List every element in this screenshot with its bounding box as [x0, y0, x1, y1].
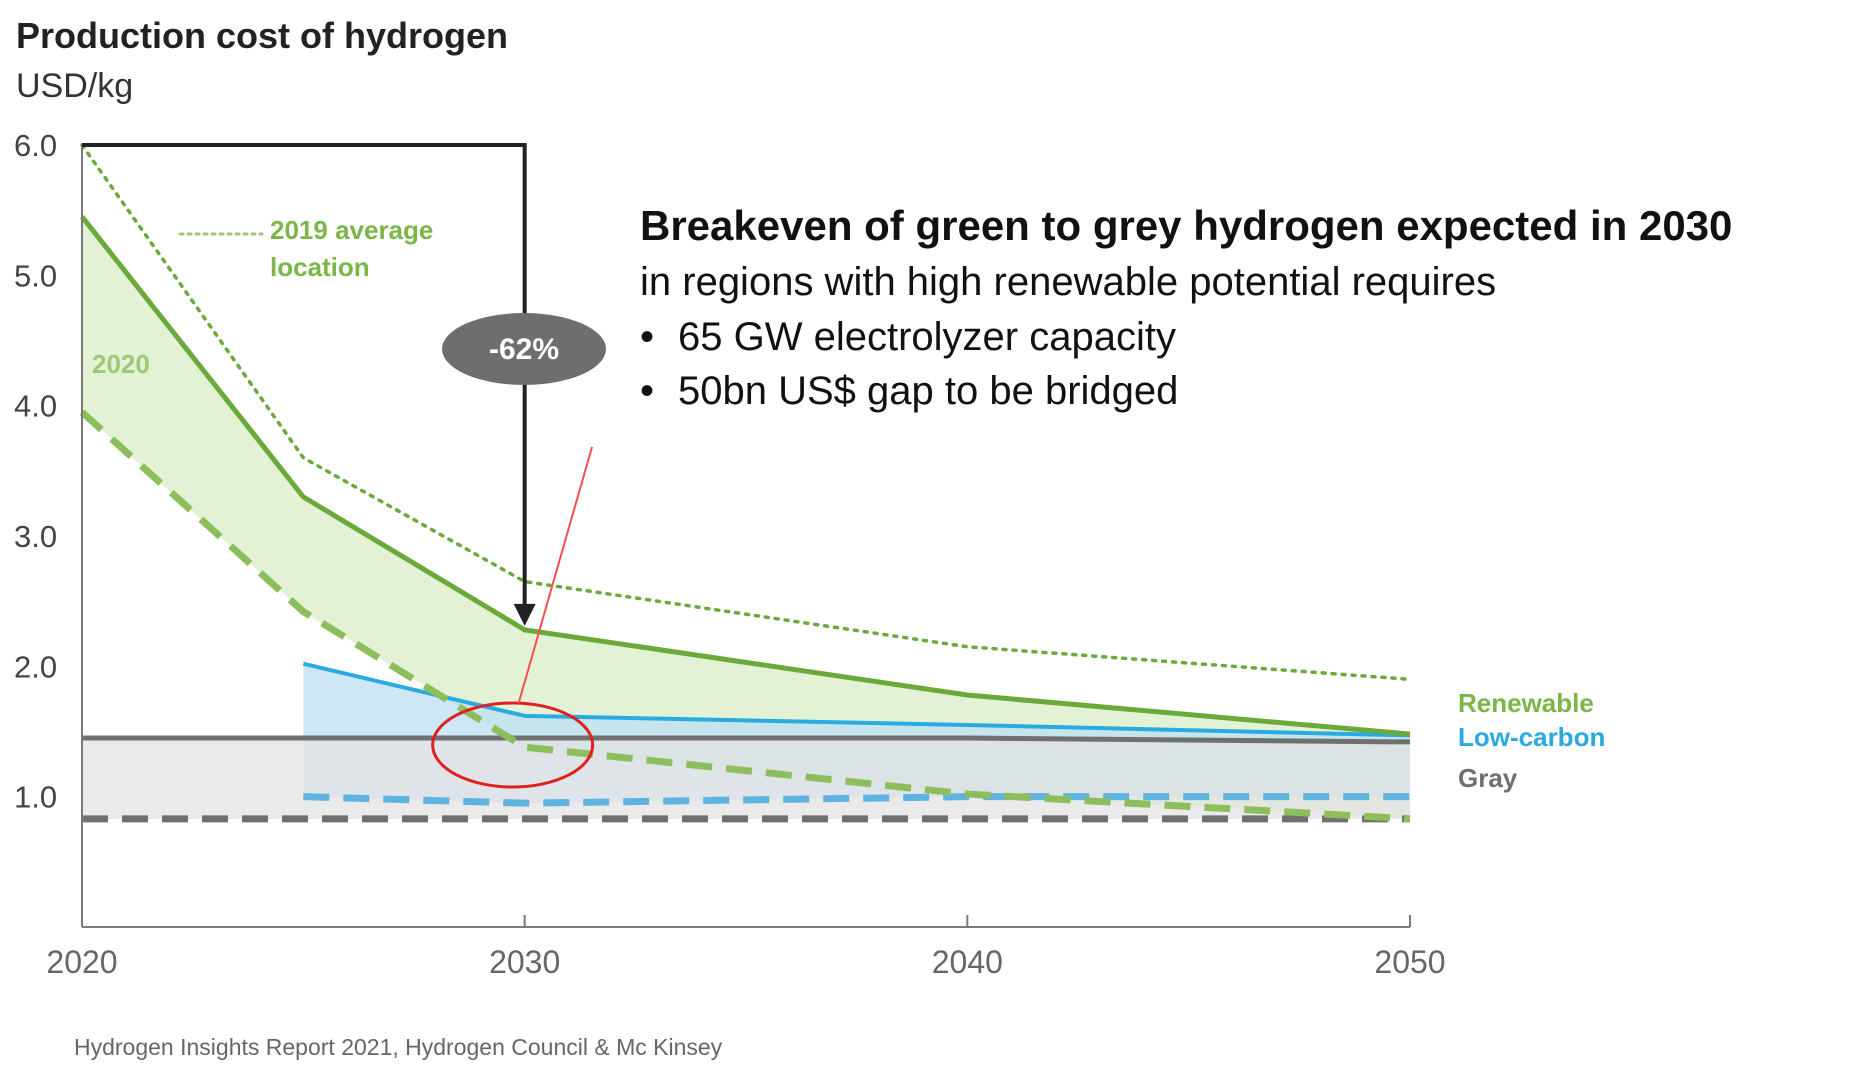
x-tick-label-2030: 2030	[489, 944, 560, 980]
y-tick-label-1.0: 1.0	[14, 780, 57, 815]
reduction-badge	[442, 313, 606, 385]
bullet-symbol-1: •	[640, 315, 654, 359]
series-line-avg2019	[80, 143, 1412, 682]
reduction-arrowhead	[513, 603, 536, 626]
y-tick-label-3.0: 3.0	[14, 519, 57, 554]
y-tick-label-2.0: 2.0	[14, 649, 57, 684]
series-line-gray-high	[82, 735, 1411, 745]
bullet-symbol-2: •	[640, 369, 654, 413]
reduction-arrow-line	[82, 143, 527, 608]
legend-renewable: Renewable	[1458, 688, 1594, 718]
annotations	[82, 143, 595, 789]
avg2019-label-line1: 2019 average	[270, 215, 433, 245]
legend-gray: Gray	[1458, 763, 1518, 793]
subline: in regions with high renewable potential…	[640, 260, 1496, 304]
axes: 2020 2030 2040 2050 1.0 2.0 3.0 4.0 5.0 6.0	[14, 128, 1446, 980]
breakeven-circle	[431, 701, 595, 789]
y-tick-label-6.0: 6.0	[14, 128, 57, 163]
headline: Breakeven of green to grey hydrogen expe…	[640, 202, 1732, 249]
bullet-2: 50bn US$ gap to be bridged	[678, 369, 1178, 413]
series-line-lowc-low	[303, 793, 1410, 807]
x-tick-label-2050: 2050	[1374, 944, 1445, 980]
y-tick-label-5.0: 5.0	[14, 258, 57, 293]
x-tick-label-2040: 2040	[932, 944, 1003, 980]
x-tick-label-2020: 2020	[46, 944, 117, 980]
range-bands	[82, 216, 1410, 819]
series-line-lowc-high	[302, 661, 1411, 738]
breakeven-pointer-line	[517, 446, 593, 704]
legend-low-carbon: Low-carbon	[1458, 722, 1605, 752]
y-axis-unit: USD/kg	[16, 67, 133, 105]
y-tick-label-4.0: 4.0	[14, 389, 57, 424]
series-line-renew-high	[80, 215, 1411, 737]
bullet-1: 65 GW electrolyzer capacity	[678, 315, 1176, 359]
source-note: Hydrogen Insights Report 2021, Hydrogen …	[74, 1034, 723, 1060]
avg2019-label-line2: location	[270, 252, 370, 282]
reduction-badge-label: -62%	[489, 333, 559, 366]
band-renewable	[82, 216, 1410, 819]
series-lines	[79, 143, 1412, 823]
chart-title: Production cost of hydrogen	[16, 15, 508, 56]
year-2020-label: 2020	[92, 349, 150, 379]
